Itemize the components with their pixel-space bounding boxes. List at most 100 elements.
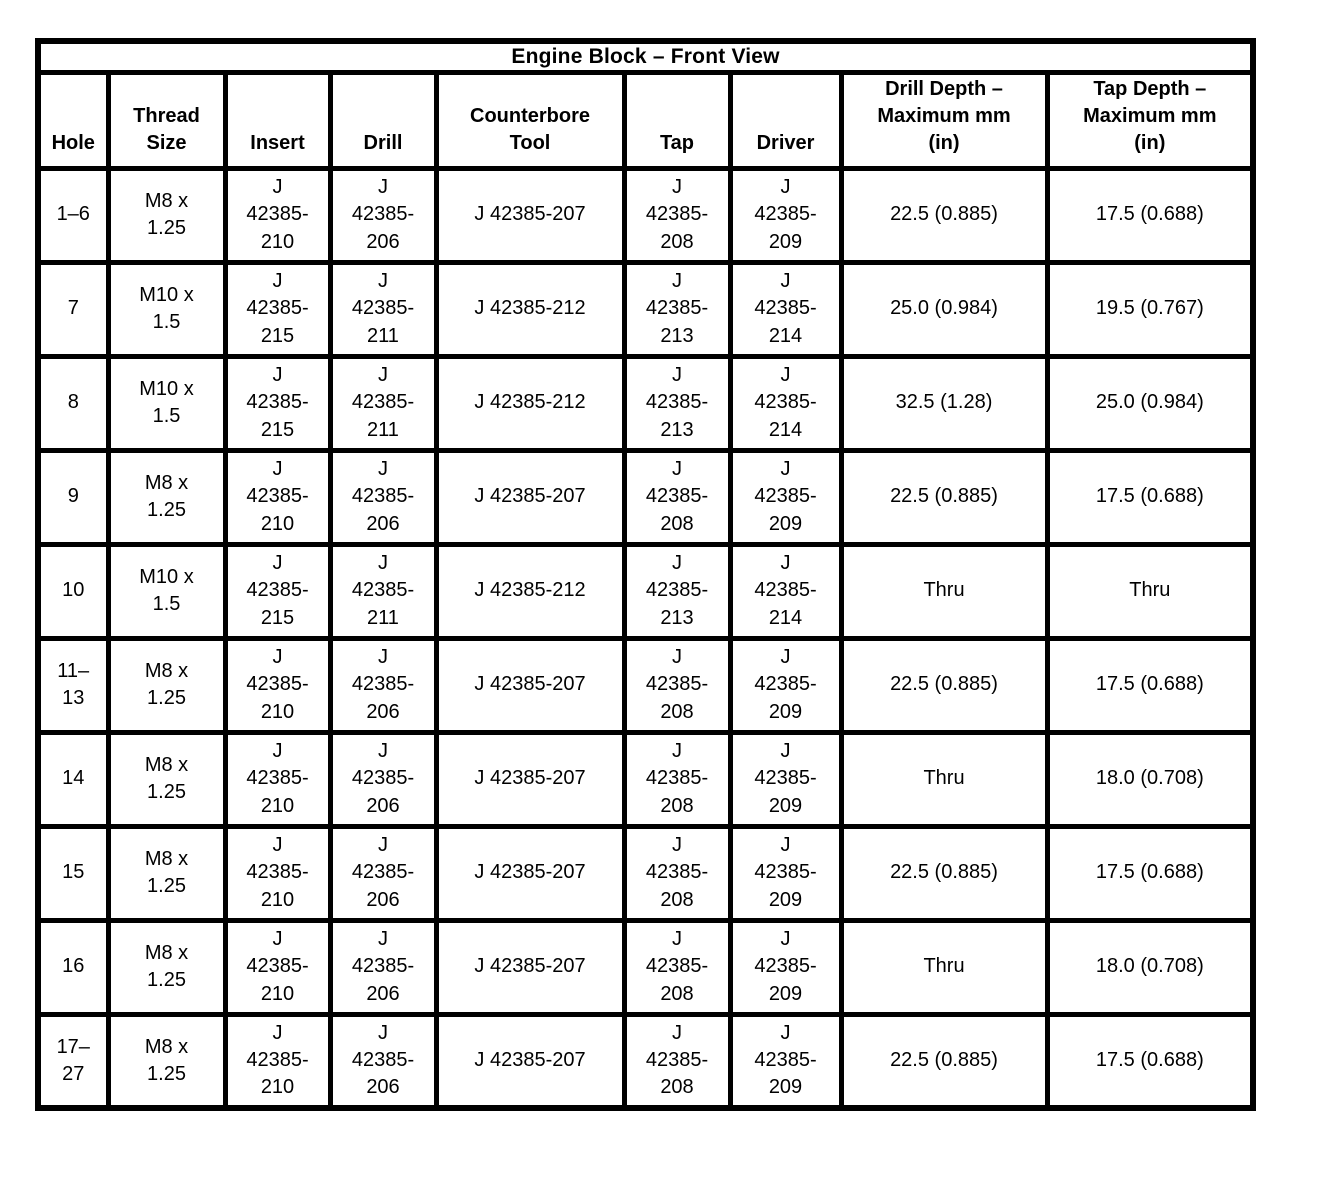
table-row: 8 M10 x 1.5 J 42385- 215 J 42385- 211 J … <box>35 353 1256 453</box>
cell-insert: J 42385- 215 <box>222 259 333 359</box>
cell-insert: J 42385- 210 <box>222 917 333 1017</box>
cell-counterbore-tool: J 42385-212 <box>433 541 627 641</box>
cell-thread-size: M8 x 1.25 <box>105 823 228 923</box>
cell-thread-size: M8 x 1.25 <box>105 917 228 1017</box>
cell-counterbore-tool: J 42385-207 <box>433 1011 627 1111</box>
cell-drill-depth: 22.5 (0.885) <box>838 1011 1050 1111</box>
cell-tap-depth: 17.5 (0.688) <box>1044 823 1256 923</box>
cell-counterbore-tool: J 42385-207 <box>433 823 627 923</box>
cell-drill-depth: Thru <box>838 917 1050 1017</box>
cell-hole: 14 <box>35 729 111 829</box>
cell-thread-size: M8 x 1.25 <box>105 635 228 735</box>
cell-hole: 1–6 <box>35 165 111 265</box>
column-header-drill-depth: Drill Depth – Maximum mm (in) <box>838 69 1050 171</box>
cell-drill: J 42385- 211 <box>327 353 439 453</box>
cell-hole: 16 <box>35 917 111 1017</box>
cell-tap: J 42385- 213 <box>621 353 733 453</box>
cell-tap-depth: 17.5 (0.688) <box>1044 635 1256 735</box>
cell-tap: J 42385- 213 <box>621 541 733 641</box>
table-row: 15 M8 x 1.25 J 42385- 210 J 42385- 206 J… <box>35 823 1256 923</box>
cell-drill: J 42385- 211 <box>327 259 439 359</box>
table-row: 10 M10 x 1.5 J 42385- 215 J 42385- 211 J… <box>35 541 1256 641</box>
cell-tap: J 42385- 208 <box>621 917 733 1017</box>
cell-tap-depth: 17.5 (0.688) <box>1044 165 1256 265</box>
cell-driver: J 42385- 209 <box>727 729 844 829</box>
cell-tap: J 42385- 208 <box>621 729 733 829</box>
cell-tap-depth: 17.5 (0.688) <box>1044 1011 1256 1111</box>
cell-hole: 15 <box>35 823 111 923</box>
cell-insert: J 42385- 210 <box>222 635 333 735</box>
cell-counterbore-tool: J 42385-207 <box>433 917 627 1017</box>
table-header-row: Hole Thread Size Insert Drill Counterbor… <box>35 69 1256 171</box>
table-row: 7 M10 x 1.5 J 42385- 215 J 42385- 211 J … <box>35 259 1256 359</box>
engine-block-front-view-table: Engine Block – Front View Hole Thread Si… <box>35 38 1257 1111</box>
cell-insert: J 42385- 210 <box>222 729 333 829</box>
cell-drill: J 42385- 206 <box>327 823 439 923</box>
cell-drill-depth: 22.5 (0.885) <box>838 823 1050 923</box>
cell-drill: J 42385- 211 <box>327 541 439 641</box>
cell-drill-depth: Thru <box>838 729 1050 829</box>
cell-drill: J 42385- 206 <box>327 165 439 265</box>
cell-driver: J 42385- 209 <box>727 917 844 1017</box>
column-header-thread-size: Thread Size <box>105 69 228 171</box>
cell-tap-depth: 18.0 (0.708) <box>1044 917 1256 1017</box>
cell-drill: J 42385- 206 <box>327 447 439 547</box>
cell-insert: J 42385- 215 <box>222 353 333 453</box>
cell-counterbore-tool: J 42385-207 <box>433 165 627 265</box>
cell-hole: 7 <box>35 259 111 359</box>
column-header-tap: Tap <box>621 69 733 171</box>
cell-driver: J 42385- 209 <box>727 1011 844 1111</box>
cell-drill: J 42385- 206 <box>327 635 439 735</box>
cell-thread-size: M10 x 1.5 <box>105 541 228 641</box>
column-header-insert: Insert <box>222 69 333 171</box>
cell-insert: J 42385- 215 <box>222 541 333 641</box>
cell-thread-size: M8 x 1.25 <box>105 729 228 829</box>
cell-hole: 8 <box>35 353 111 453</box>
table-row: 17– 27 M8 x 1.25 J 42385- 210 J 42385- 2… <box>35 1011 1256 1111</box>
cell-driver: J 42385- 209 <box>727 635 844 735</box>
cell-hole: 10 <box>35 541 111 641</box>
cell-counterbore-tool: J 42385-212 <box>433 259 627 359</box>
cell-hole: 9 <box>35 447 111 547</box>
cell-tap: J 42385- 213 <box>621 259 733 359</box>
table-row: 9 M8 x 1.25 J 42385- 210 J 42385- 206 J … <box>35 447 1256 547</box>
cell-hole: 11– 13 <box>35 635 111 735</box>
cell-driver: J 42385- 214 <box>727 353 844 453</box>
cell-tap: J 42385- 208 <box>621 447 733 547</box>
cell-thread-size: M8 x 1.25 <box>105 1011 228 1111</box>
cell-driver: J 42385- 209 <box>727 447 844 547</box>
cell-counterbore-tool: J 42385-212 <box>433 353 627 453</box>
cell-drill-depth: Thru <box>838 541 1050 641</box>
cell-thread-size: M8 x 1.25 <box>105 447 228 547</box>
table-title: Engine Block – Front View <box>35 38 1256 75</box>
cell-thread-size: M10 x 1.5 <box>105 353 228 453</box>
cell-tap-depth: 25.0 (0.984) <box>1044 353 1256 453</box>
column-header-counterbore-tool: Counterbore Tool <box>433 69 627 171</box>
cell-tap: J 42385- 208 <box>621 823 733 923</box>
cell-driver: J 42385- 209 <box>727 165 844 265</box>
cell-counterbore-tool: J 42385-207 <box>433 729 627 829</box>
table-row: 11– 13 M8 x 1.25 J 42385- 210 J 42385- 2… <box>35 635 1256 735</box>
cell-driver: J 42385- 214 <box>727 541 844 641</box>
column-header-hole: Hole <box>35 69 111 171</box>
column-header-drill: Drill <box>327 69 439 171</box>
cell-drill-depth: 22.5 (0.885) <box>838 635 1050 735</box>
cell-tap-depth: Thru <box>1044 541 1256 641</box>
cell-hole: 17– 27 <box>35 1011 111 1111</box>
cell-counterbore-tool: J 42385-207 <box>433 447 627 547</box>
cell-tap-depth: 19.5 (0.767) <box>1044 259 1256 359</box>
cell-thread-size: M8 x 1.25 <box>105 165 228 265</box>
cell-counterbore-tool: J 42385-207 <box>433 635 627 735</box>
cell-drill-depth: 22.5 (0.885) <box>838 165 1050 265</box>
cell-drill-depth: 25.0 (0.984) <box>838 259 1050 359</box>
cell-insert: J 42385- 210 <box>222 447 333 547</box>
cell-tap: J 42385- 208 <box>621 635 733 735</box>
table-row: 14 M8 x 1.25 J 42385- 210 J 42385- 206 J… <box>35 729 1256 829</box>
column-header-driver: Driver <box>727 69 844 171</box>
column-header-tap-depth: Tap Depth – Maximum mm (in) <box>1044 69 1256 171</box>
cell-drill-depth: 32.5 (1.28) <box>838 353 1050 453</box>
table-row: 1–6 M8 x 1.25 J 42385- 210 J 42385- 206 … <box>35 165 1256 265</box>
cell-insert: J 42385- 210 <box>222 1011 333 1111</box>
cell-thread-size: M10 x 1.5 <box>105 259 228 359</box>
